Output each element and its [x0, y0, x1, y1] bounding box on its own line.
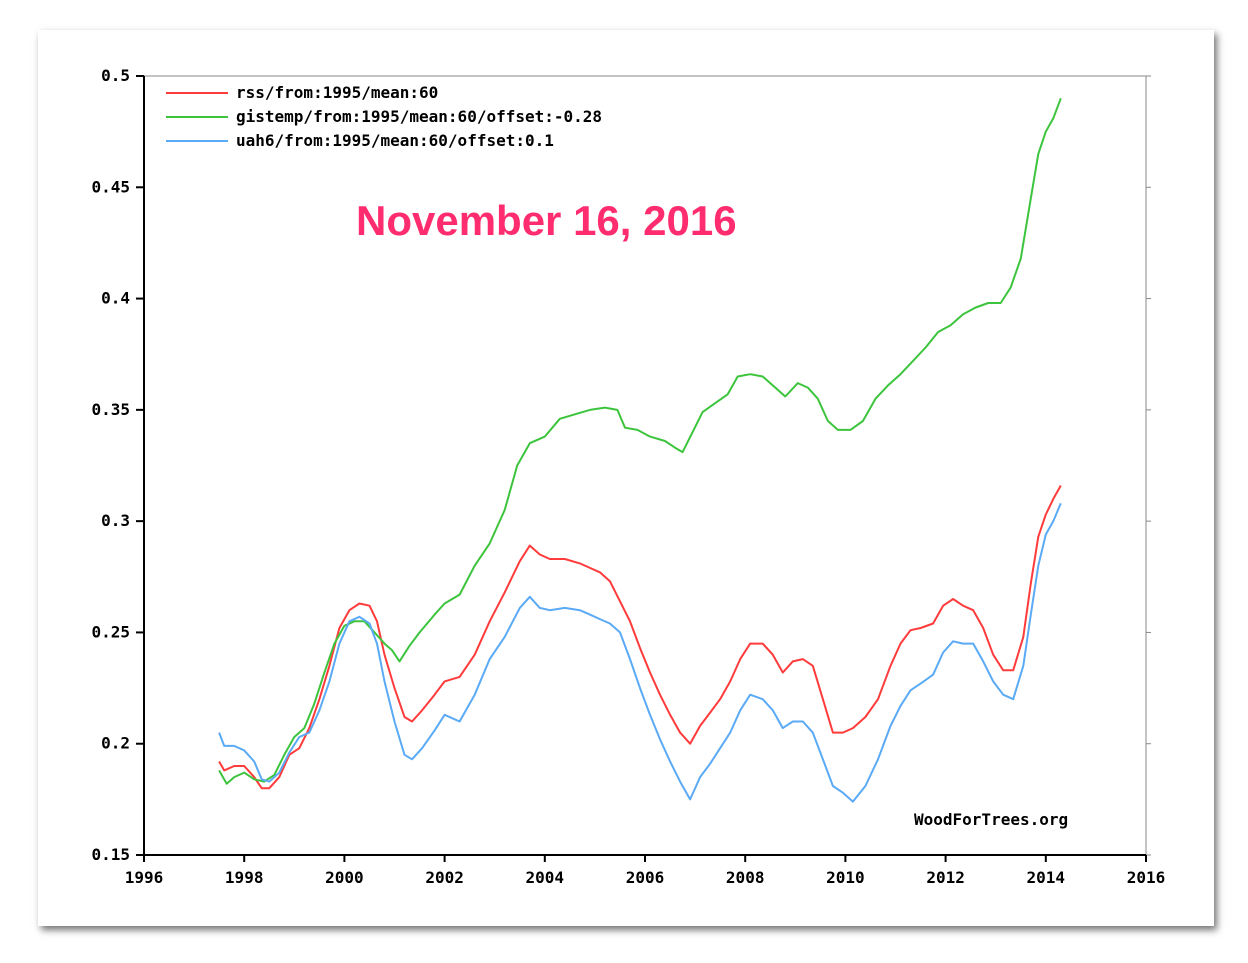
x-tick-label: 2006: [626, 868, 665, 887]
x-tick-label: 1998: [225, 868, 264, 887]
y-tick-label: 0.5: [101, 66, 130, 85]
y-tick-label: 0.45: [91, 177, 130, 196]
legend-label: gistemp/from:1995/mean:60/offset:-0.28: [236, 107, 602, 126]
x-tick-label: 2004: [526, 868, 565, 887]
line-chart: 0.15 0.2 0.25 0.3 0.35 0.4 0.45 0.5 1996 1998 2000…: [38, 30, 1214, 926]
credit-label: WoodForTrees.org: [914, 810, 1068, 829]
legend: rss/from:1995/mean:60 gistemp/from:1995/m…: [166, 83, 602, 150]
y-tick-label: 0.2: [101, 734, 130, 753]
series-line: [218, 97, 1062, 785]
x-tick-label: 2016: [1127, 868, 1166, 887]
axes: [136, 75, 1151, 862]
chart-frame: 0.15 0.2 0.25 0.3 0.35 0.4 0.45 0.5 1996 1998 2000…: [38, 30, 1214, 926]
legend-label: uah6/from:1995/mean:60/offset:0.1: [236, 131, 554, 150]
series-lines: [218, 97, 1062, 803]
tick-labels: 0.15 0.2 0.25 0.3 0.35 0.4 0.45 0.5 1996 1998 2000…: [91, 66, 1165, 887]
y-tick-label: 0.4: [101, 289, 130, 308]
y-tick-label: 0.3: [101, 511, 130, 530]
x-tick-label: 2014: [1027, 868, 1066, 887]
x-tick-label: 2000: [325, 868, 364, 887]
y-tick-label: 0.35: [91, 400, 130, 419]
x-tick-label: 2010: [826, 868, 865, 887]
date-annotation: November 16, 2016: [356, 197, 737, 244]
chart-background: [38, 30, 1214, 926]
legend-label: rss/from:1995/mean:60: [236, 83, 438, 102]
series-line: [218, 485, 1062, 790]
series-line: [218, 502, 1062, 803]
y-tick-label: 0.25: [91, 622, 130, 641]
x-tick-label: 1996: [125, 868, 164, 887]
y-tick-label: 0.15: [91, 845, 130, 864]
x-tick-label: 2008: [726, 868, 765, 887]
x-tick-label: 2002: [425, 868, 464, 887]
x-tick-label: 2012: [926, 868, 965, 887]
